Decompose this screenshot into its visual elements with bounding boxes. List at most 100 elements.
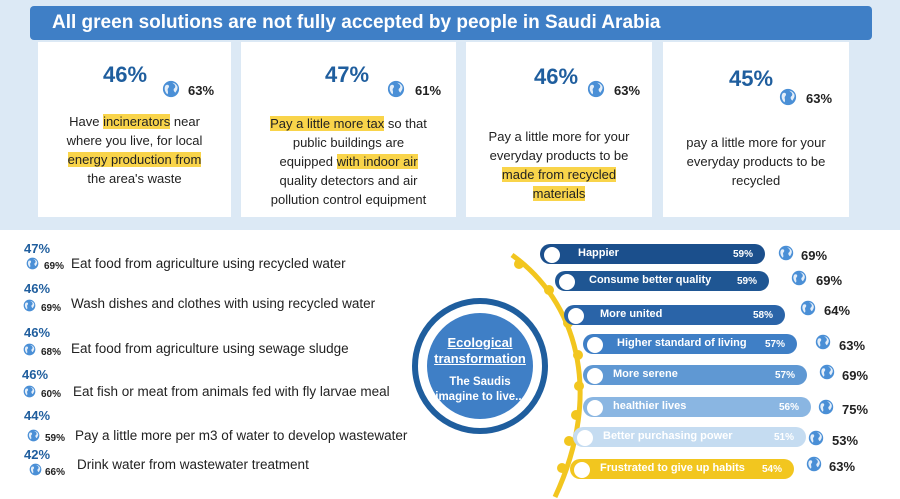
globe-icon [819,364,835,380]
card-text-line: Have incinerators near [50,112,219,131]
globe-icon [162,80,180,98]
solution-card: 45% 63% pay a little more for your everyday… [663,42,849,217]
outcome-label: Higher standard of living [617,337,747,349]
item-saudi-percent: 44% [24,408,51,423]
item-world-percent: 66% [45,467,66,478]
text-segment: everyday products to be [686,154,826,169]
outcome-world-percent: 69% [801,248,828,263]
text-segment: pay a little more for your [686,135,826,150]
outcome-label: Happier [578,247,619,259]
outcome-icon [586,367,604,385]
card-text: Have incinerators near where you live, fo… [50,112,219,188]
text-segment: quality detectors and air [279,173,418,188]
outcome-icon [558,273,576,291]
text-segment: where you live, for local [66,133,203,148]
text-segment: equipped [279,154,337,169]
card-text: pay a little more for your everyday produ… [675,133,837,190]
outcome-saudi-percent: 58% [752,310,773,321]
solution-card: 47% 61% Pay a little more tax so that publi… [241,42,456,217]
globe-icon [815,334,831,350]
card-text-line: materials [478,184,640,203]
globe-icon [800,300,816,316]
solution-card: 46% 63% Pay a little more for your everyday… [466,42,652,217]
outcome-world-percent: 63% [829,459,856,474]
outcome-bar: Frustrated to give up habits 54% [570,459,794,479]
highlighted-text: with indoor air [336,154,418,169]
outcome-bar: healthier lives 56% [583,397,811,417]
card-text-line: public buildings are [253,133,444,152]
card-text-line: equipped with indoor air [253,152,444,171]
text-segment: pollution control equipment [270,192,427,207]
item-world-percent: 68% [41,347,62,358]
card-text-line: made from recycled [478,165,640,184]
highlighted-text: incinerators [103,114,171,129]
item-world-percent: 69% [41,303,62,314]
text-segment: Pay a little more for your [488,129,630,144]
card-text-line: pollution control equipment [253,190,444,209]
highlighted-text: energy production from [67,152,202,167]
card-text-line: everyday products to be [675,152,837,171]
outcome-bar: Better purchasing power 51% [573,427,806,447]
title-banner: All green solutions are not fully accept… [30,6,872,40]
outcome-world-percent: 53% [832,433,859,448]
text-segment: public buildings are [292,135,405,150]
outcome-bar: Consume better quality 59% [555,271,769,291]
circle-sub-1: The Saudis [449,376,511,388]
card-text-line: everyday products to be [478,146,640,165]
item-saudi-percent: 46% [22,367,49,382]
outcome-saudi-percent: 51% [773,432,794,443]
card-text-line: Pay a little more for your [478,127,640,146]
card-saudi-percent: 45% [729,66,774,91]
globe-icon [778,245,794,261]
highlighted-text: Pay a little more tax [270,116,385,131]
card-text: Pay a little more for your everyday produ… [478,127,640,203]
outcome-bar: Higher standard of living 57% [583,334,797,354]
page-title: All green solutions are not fully accept… [52,12,661,33]
outcome-saudi-percent: 59% [736,276,757,287]
text-segment: everyday products to be [489,148,629,163]
item-saudi-percent: 47% [24,241,51,256]
card-text: Pay a little more tax so that public buil… [253,114,444,209]
outcome-label: Frustrated to give up habits [600,462,745,474]
outcome-world-percent: 69% [842,368,869,383]
item-saudi-percent: 46% [24,325,51,340]
card-world-percent: 61% [415,83,442,98]
item-text: Drink water from wastewater treatment [77,457,309,472]
outcome-world-percent: 69% [816,273,843,288]
outcome-icon [586,336,604,354]
item-text: Pay a little more per m3 of water to dev… [75,428,408,443]
globe-icon [29,463,42,476]
circle-sub-2: imagine to live... [435,391,525,403]
card-text-line: Pay a little more tax so that [253,114,444,133]
card-text-line: pay a little more for your [675,133,837,152]
outcome-bar: More united 58% [564,305,785,325]
outcome-label: Better purchasing power [603,430,733,442]
outcome-saudi-percent: 54% [761,464,782,475]
text-segment: so that [384,116,427,131]
circle-title-2: transformation [434,351,526,366]
globe-icon [808,430,824,446]
globe-icon [818,399,834,415]
outcome-icon [576,429,594,447]
outcome-world-percent: 64% [824,303,851,318]
item-world-percent: 69% [44,261,65,272]
outcome-label: More serene [613,368,678,380]
globe-icon [387,80,405,98]
item-text: Wash dishes and clothes with using recyc… [71,296,376,311]
outcome-label: More united [600,308,663,320]
ecological-transformation-circle: Ecological transformation The Saudis ima… [412,298,548,434]
outcome-saudi-percent: 57% [764,339,785,350]
card-world-percent: 63% [188,83,215,98]
text-segment: Have [69,114,104,129]
text-segment: near [170,114,200,129]
globe-icon [23,385,36,398]
item-text: Eat food from agriculture using recycled… [71,256,346,271]
globe-icon [806,456,822,472]
globe-icon [23,299,36,312]
globe-icon [27,429,40,442]
item-world-percent: 59% [45,433,66,444]
outcome-bar: More serene 57% [583,365,807,385]
outcome-icon [543,246,561,264]
outcome-world-percent: 75% [842,402,869,417]
item-text: Eat food from agriculture using sewage s… [71,341,349,356]
